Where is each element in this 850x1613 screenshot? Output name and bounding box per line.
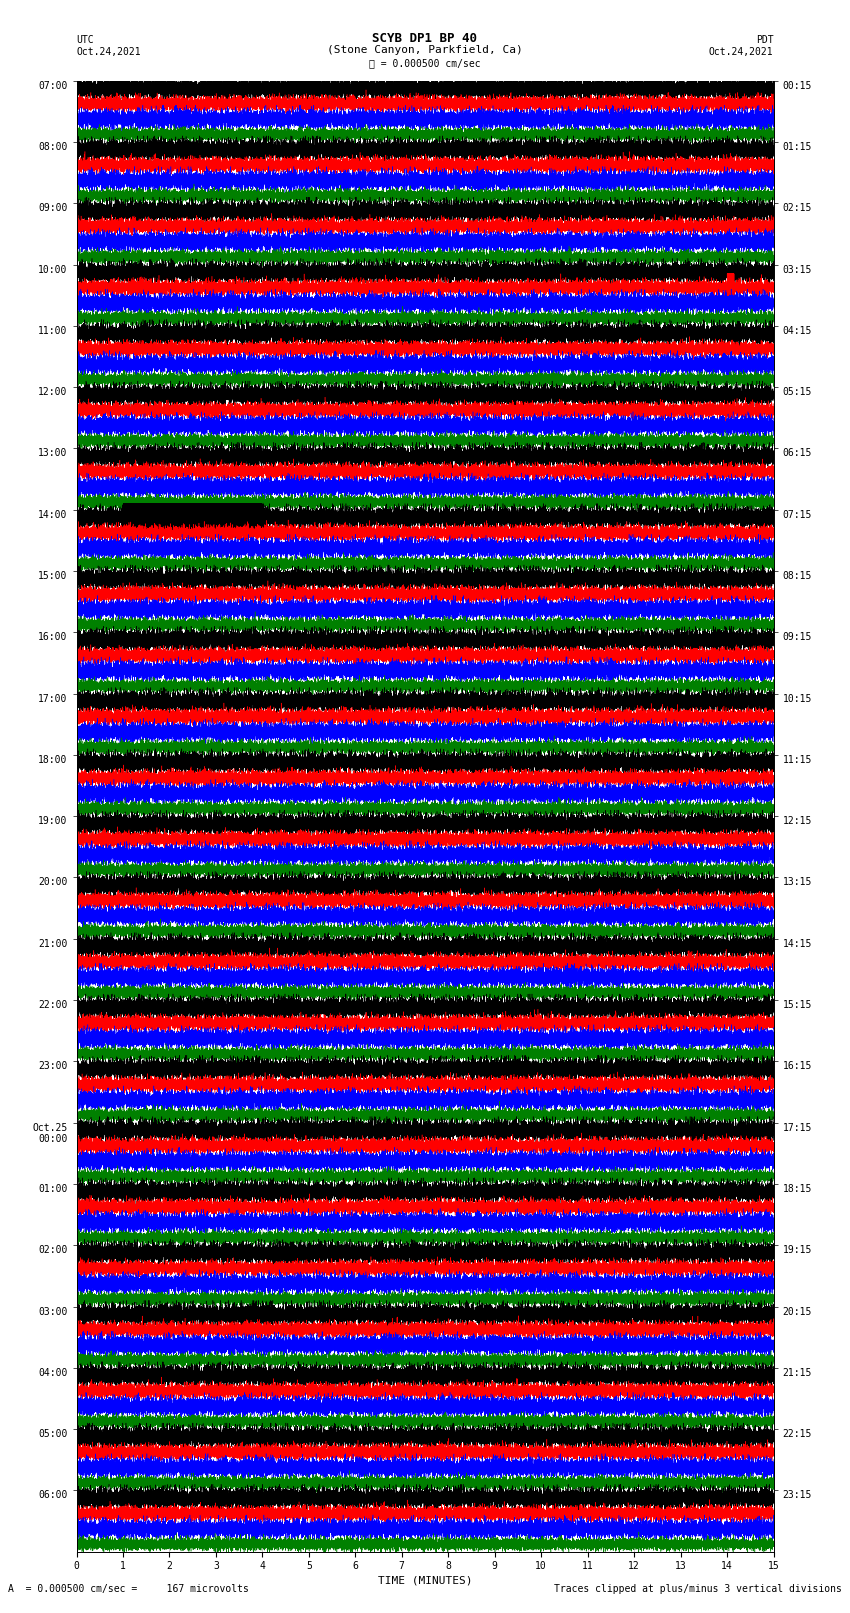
Text: SCYB DP1 BP 40: SCYB DP1 BP 40 bbox=[372, 32, 478, 45]
Text: A  = 0.000500 cm/sec =     167 microvolts: A = 0.000500 cm/sec = 167 microvolts bbox=[8, 1584, 249, 1594]
Text: (Stone Canyon, Parkfield, Ca): (Stone Canyon, Parkfield, Ca) bbox=[327, 45, 523, 55]
Text: Traces clipped at plus/minus 3 vertical divisions: Traces clipped at plus/minus 3 vertical … bbox=[553, 1584, 842, 1594]
Text: ⎸ = 0.000500 cm/sec: ⎸ = 0.000500 cm/sec bbox=[369, 58, 481, 68]
Text: Oct.24,2021: Oct.24,2021 bbox=[709, 47, 774, 56]
X-axis label: TIME (MINUTES): TIME (MINUTES) bbox=[377, 1576, 473, 1586]
Text: UTC: UTC bbox=[76, 35, 94, 45]
Text: PDT: PDT bbox=[756, 35, 774, 45]
Text: Oct.24,2021: Oct.24,2021 bbox=[76, 47, 141, 56]
